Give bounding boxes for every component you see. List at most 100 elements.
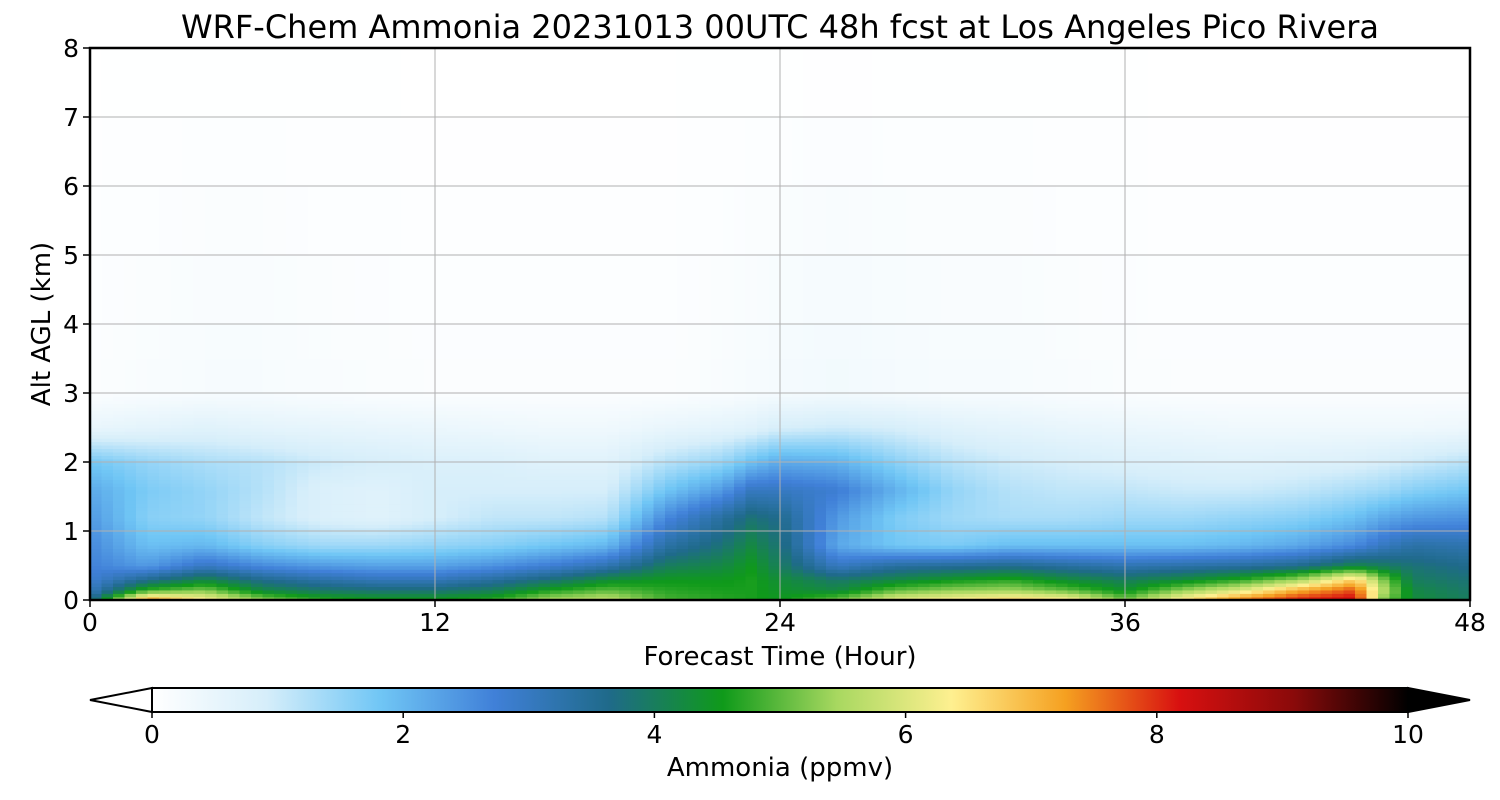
heatmap-cell	[159, 358, 172, 394]
heatmap-cell	[354, 482, 367, 487]
heatmap-cell	[814, 393, 827, 398]
heatmap-cell	[814, 444, 827, 449]
heatmap-cell	[699, 427, 712, 432]
heatmap-cell	[837, 472, 850, 477]
heatmap-cell	[642, 437, 655, 443]
heatmap-cell	[584, 486, 597, 491]
heatmap-cell	[688, 403, 701, 408]
heatmap-cell	[860, 430, 873, 436]
heatmap-cell	[780, 582, 793, 587]
heatmap-cell	[285, 558, 298, 563]
heatmap-cell	[170, 596, 183, 600]
heatmap-cell	[400, 534, 413, 539]
heatmap-cell	[584, 534, 597, 539]
heatmap-cell	[883, 451, 896, 456]
heatmap-cell	[515, 572, 528, 577]
heatmap-cell	[699, 534, 712, 539]
heatmap-cell	[400, 503, 413, 508]
heatmap-cell	[699, 472, 712, 477]
heatmap-cell	[527, 548, 540, 553]
heatmap-cell	[90, 393, 103, 398]
heatmap-cell	[113, 496, 126, 501]
heatmap-cell	[159, 493, 172, 498]
heatmap-cell	[642, 575, 655, 581]
heatmap-cell	[366, 575, 379, 581]
heatmap-cell	[929, 475, 942, 481]
heatmap-cell	[331, 358, 344, 394]
heatmap-cell	[688, 568, 701, 574]
heatmap-cell	[883, 510, 896, 515]
heatmap-cell	[711, 420, 724, 425]
heatmap-cell	[929, 499, 942, 505]
heatmap-cell	[768, 589, 781, 594]
heatmap-cell	[193, 468, 206, 474]
heatmap-cell	[469, 537, 482, 543]
heatmap-cell	[757, 565, 770, 570]
heatmap-cell	[320, 448, 333, 453]
heatmap-cell	[883, 475, 896, 481]
heatmap-cell	[745, 537, 758, 543]
heatmap-cell	[297, 527, 310, 532]
heatmap-cell	[550, 358, 563, 394]
heatmap-cell	[619, 586, 632, 591]
heatmap-cell	[665, 455, 678, 460]
heatmap-cell	[722, 555, 735, 560]
heatmap-cell	[665, 472, 678, 477]
heatmap-cell	[320, 568, 333, 574]
heatmap-cell	[757, 537, 770, 543]
heatmap-cell	[826, 255, 839, 325]
heatmap-cell	[745, 486, 758, 491]
heatmap-cell	[619, 410, 632, 415]
heatmap-cell	[814, 117, 827, 187]
heatmap-cell	[653, 358, 666, 394]
heatmap-cell	[366, 551, 379, 556]
heatmap-cell	[101, 451, 114, 456]
heatmap-cell	[895, 558, 908, 563]
heatmap-cell	[561, 399, 574, 405]
heatmap-cell	[665, 410, 678, 415]
heatmap-cell	[849, 48, 862, 118]
heatmap-cell	[803, 420, 816, 425]
heatmap-cell	[331, 524, 344, 529]
heatmap-cell	[205, 403, 218, 408]
heatmap-cell	[814, 534, 827, 539]
heatmap-cell	[803, 596, 816, 600]
heatmap-cell	[527, 582, 540, 587]
heatmap-cell	[630, 513, 643, 518]
heatmap-cell	[389, 586, 402, 591]
heatmap-cell	[101, 544, 114, 550]
heatmap-cell	[872, 558, 885, 563]
heatmap-cell	[918, 410, 931, 415]
heatmap-cell	[159, 572, 172, 577]
heatmap-cell	[285, 475, 298, 481]
heatmap-cell	[596, 186, 609, 256]
heatmap-cell	[389, 472, 402, 477]
heatmap-cell	[803, 489, 816, 494]
heatmap-cell	[274, 406, 287, 412]
heatmap-cell	[469, 544, 482, 550]
heatmap-cell	[228, 437, 241, 443]
heatmap-cell	[354, 441, 367, 446]
heatmap-cell	[366, 593, 379, 598]
heatmap-cell	[734, 513, 747, 518]
heatmap-cell	[722, 475, 735, 481]
heatmap-cell	[193, 486, 206, 491]
heatmap-cell	[239, 48, 252, 118]
heatmap-cell	[883, 255, 896, 325]
heatmap-cell	[745, 462, 758, 467]
heatmap-cell	[872, 403, 885, 408]
heatmap-cell	[803, 468, 816, 474]
heatmap-cell	[734, 531, 747, 536]
heatmap-cell	[791, 444, 804, 449]
heatmap-cell	[343, 434, 356, 439]
heatmap-cell	[90, 582, 103, 587]
heatmap-cell	[814, 520, 827, 525]
heatmap-cell	[228, 479, 241, 484]
heatmap-cell	[331, 548, 344, 553]
heatmap-cell	[826, 541, 839, 546]
heatmap-cell	[849, 503, 862, 508]
heatmap-cell	[573, 562, 586, 567]
heatmap-cell	[688, 499, 701, 505]
heatmap-cell	[757, 324, 770, 360]
heatmap-cell	[458, 548, 471, 553]
